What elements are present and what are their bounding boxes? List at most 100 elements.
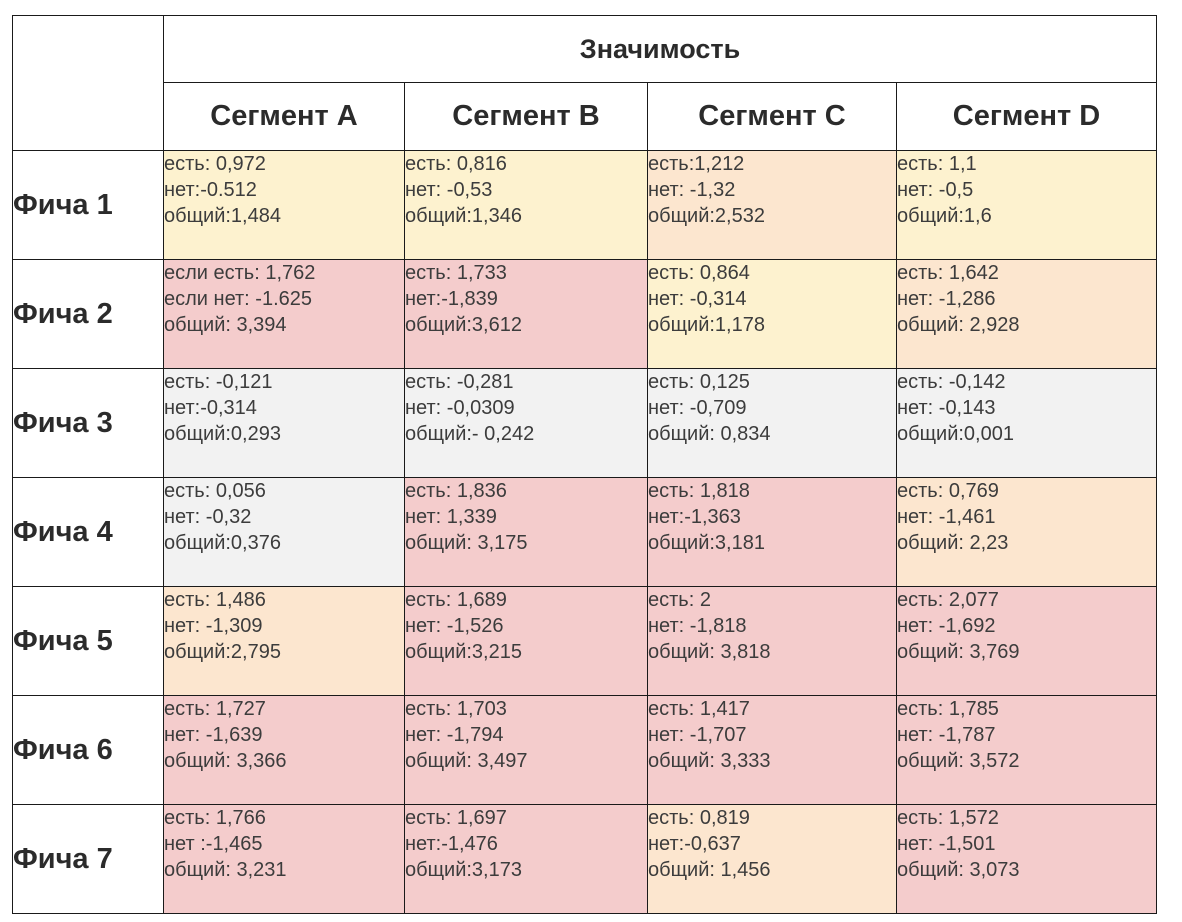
no-value: нет: -1,794	[405, 724, 504, 746]
has-value: есть: 0,864	[648, 262, 750, 284]
table-row: Фича 1 есть: 0,972 нет:-0.512 общий:1,48…	[12, 150, 1157, 260]
feature-label: Фича 3	[12, 368, 164, 478]
has-value: есть: 0,769	[897, 480, 999, 502]
table-row: Фича 4 есть: 0,056 нет: -0,32 общий:0,37…	[12, 477, 1157, 587]
no-value: нет: -0,0309	[405, 397, 515, 419]
total-value: общий: 3,497	[405, 750, 528, 772]
no-value: нет: -0,143	[897, 397, 996, 419]
total-value: общий:1,346	[405, 205, 522, 227]
no-value: нет: -1,692	[897, 615, 996, 637]
segment-header-a: Сегмент A	[163, 82, 405, 151]
value-cell: есть: 1,703 нет: -1,794 общий: 3,497	[404, 695, 648, 805]
total-value: общий:0,001	[897, 423, 1014, 445]
no-value: если нет: -1.625	[164, 288, 313, 310]
total-value: общий: 3,333	[648, 750, 771, 772]
has-value: есть: 1,642	[897, 262, 999, 284]
total-value: общий: 2,23	[897, 532, 1009, 554]
no-value: нет:-1,476	[405, 833, 498, 855]
total-value: общий: 3,394	[164, 314, 287, 336]
total-value: общий: 2,928	[897, 314, 1020, 336]
has-value: есть: 0,816	[405, 153, 507, 175]
value-cell: есть: 1,486 нет: -1,309 общий:2,795	[163, 586, 405, 696]
value-cell: есть: 0,125 нет: -0,709 общий: 0,834	[647, 368, 897, 478]
total-value: общий:3,215	[405, 641, 522, 663]
no-value: нет: -1,461	[897, 506, 996, 528]
has-value: есть: 1,486	[164, 589, 266, 611]
table-body: Фича 1 есть: 0,972 нет:-0.512 общий:1,48…	[12, 150, 1157, 914]
value-cell: если есть: 1,762 если нет: -1.625 общий:…	[163, 259, 405, 369]
has-value: есть: 0,056	[164, 480, 266, 502]
feature-label: Фича 4	[12, 477, 164, 587]
no-value: нет: -1,501	[897, 833, 996, 855]
value-cell: есть: 1,785 нет: -1,787 общий: 3,572	[896, 695, 1157, 805]
has-value: есть: 1,727	[164, 698, 266, 720]
total-value: общий:1,178	[648, 314, 765, 336]
table-row: Фича 5 есть: 1,486 нет: -1,309 общий:2,7…	[12, 586, 1157, 696]
no-value: нет: -1,32	[648, 179, 736, 201]
value-cell: есть: 0,972 нет:-0.512 общий:1,484	[163, 150, 405, 260]
feature-label: Фича 2	[12, 259, 164, 369]
no-value: нет: -0,53	[405, 179, 493, 201]
table-row: Фича 3 есть: -0,121 нет:-0,314 общий:0,2…	[12, 368, 1157, 478]
no-value: нет :-1,465	[164, 833, 263, 855]
total-value: общий: 3,231	[164, 859, 287, 881]
feature-label: Фича 5	[12, 586, 164, 696]
total-value: общий: 3,175	[405, 532, 528, 554]
no-value: нет:-0,314	[164, 397, 257, 419]
total-value: общий:0,376	[164, 532, 281, 554]
has-value: есть: -0,142	[897, 371, 1006, 393]
has-value: есть: 1,417	[648, 698, 750, 720]
no-value: нет: -1,526	[405, 615, 504, 637]
value-cell: есть: 2,077 нет: -1,692 общий: 3,769	[896, 586, 1157, 696]
no-value: нет: -1,309	[164, 615, 263, 637]
total-value: общий:- 0,242	[405, 423, 535, 445]
feature-label: Фича 7	[12, 804, 164, 914]
value-cell: есть: 1,733 нет:-1,839 общий:3,612	[404, 259, 648, 369]
total-value: общий: 3,818	[648, 641, 771, 663]
has-value: есть: 1,572	[897, 807, 999, 829]
total-value: общий:3,181	[648, 532, 765, 554]
total-value: общий: 0,834	[648, 423, 771, 445]
total-value: общий:3,612	[405, 314, 522, 336]
total-value: общий: 3,366	[164, 750, 287, 772]
value-cell: есть: 1,417 нет: -1,707 общий: 3,333	[647, 695, 897, 805]
value-cell: есть: 0,819 нет:-0,637 общий: 1,456	[647, 804, 897, 914]
feature-label: Фича 1	[12, 150, 164, 260]
no-value: нет:-1,839	[405, 288, 498, 310]
has-value: есть: 1,766	[164, 807, 266, 829]
no-value: нет:-0,637	[648, 833, 741, 855]
has-value: есть: 1,697	[405, 807, 507, 829]
has-value: есть: 0,972	[164, 153, 266, 175]
no-value: нет: -1,818	[648, 615, 747, 637]
no-value: нет: -1,787	[897, 724, 996, 746]
no-value: нет: -1,286	[897, 288, 996, 310]
total-value: общий:3,173	[405, 859, 522, 881]
value-cell: есть: 1,1 нет: -0,5 общий:1,6	[896, 150, 1157, 260]
value-cell: есть:1,212 нет: -1,32 общий:2,532	[647, 150, 897, 260]
segment-header-c: Сегмент C	[647, 82, 897, 151]
has-value: есть: 0,819	[648, 807, 750, 829]
table-row: Фича 2 если есть: 1,762 если нет: -1.625…	[12, 259, 1157, 369]
no-value: нет:-0.512	[164, 179, 257, 201]
no-value: нет: -1,639	[164, 724, 263, 746]
total-value: общий:0,293	[164, 423, 281, 445]
total-value: общий:1,484	[164, 205, 281, 227]
has-value: есть: 2	[648, 589, 711, 611]
total-value: общий: 3,073	[897, 859, 1020, 881]
table-row: Фича 6 есть: 1,727 нет: -1,639 общий: 3,…	[12, 695, 1157, 805]
total-value: общий:2,795	[164, 641, 281, 663]
total-value: общий: 1,456	[648, 859, 771, 881]
value-cell: есть: 0,769 нет: -1,461 общий: 2,23	[896, 477, 1157, 587]
value-cell: есть: 1,697 нет:-1,476 общий:3,173	[404, 804, 648, 914]
value-cell: есть: -0,121 нет:-0,314 общий:0,293	[163, 368, 405, 478]
value-cell: есть: 1,766 нет :-1,465 общий: 3,231	[163, 804, 405, 914]
no-value: нет: 1,339	[405, 506, 497, 528]
no-value: нет: -0,314	[648, 288, 747, 310]
value-cell: есть: 0,864 нет: -0,314 общий:1,178	[647, 259, 897, 369]
corner-cell	[12, 15, 164, 151]
value-cell: есть: -0,281 нет: -0,0309 общий:- 0,242	[404, 368, 648, 478]
no-value: нет:-1,363	[648, 506, 741, 528]
total-value: общий: 3,572	[897, 750, 1020, 772]
has-value: есть: -0,281	[405, 371, 514, 393]
value-cell: есть: 1,689 нет: -1,526 общий:3,215	[404, 586, 648, 696]
